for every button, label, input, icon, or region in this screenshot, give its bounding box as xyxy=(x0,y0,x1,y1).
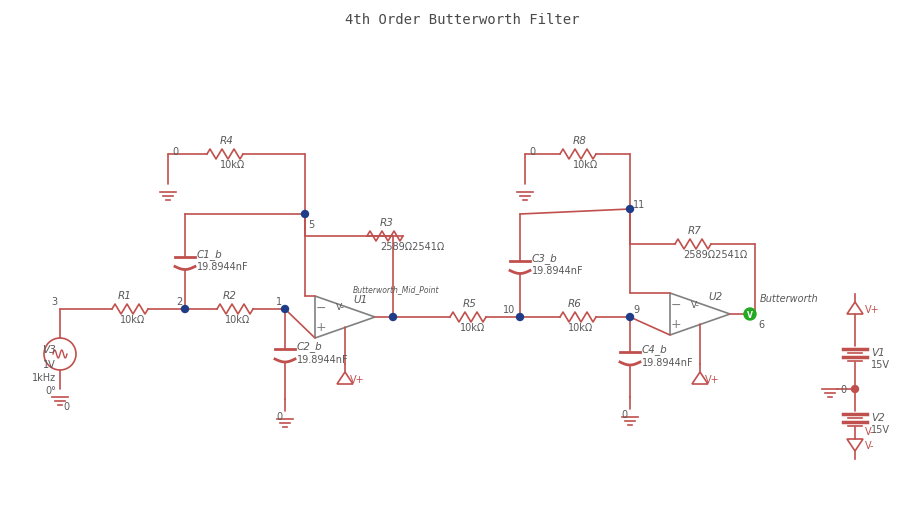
Text: Butterworth: Butterworth xyxy=(760,293,819,303)
Text: V3: V3 xyxy=(43,344,56,354)
Circle shape xyxy=(626,314,634,321)
Text: 15V: 15V xyxy=(871,359,890,369)
Text: V: V xyxy=(748,310,753,319)
Text: R4: R4 xyxy=(220,136,234,146)
Text: 10kΩ: 10kΩ xyxy=(120,315,145,324)
Text: 10kΩ: 10kΩ xyxy=(568,322,593,332)
Circle shape xyxy=(301,211,309,218)
Text: V-: V- xyxy=(865,440,874,450)
Text: 0: 0 xyxy=(172,147,178,157)
Text: 11: 11 xyxy=(633,200,645,210)
Text: 9: 9 xyxy=(633,304,639,315)
Text: −: − xyxy=(316,301,326,314)
Text: V+: V+ xyxy=(705,374,720,384)
Text: C4_b: C4_b xyxy=(642,344,668,355)
Text: 0: 0 xyxy=(276,411,282,421)
Text: R7: R7 xyxy=(688,225,702,236)
Circle shape xyxy=(390,314,396,321)
Text: R2: R2 xyxy=(223,291,237,300)
Text: C1_b: C1_b xyxy=(197,248,223,260)
Circle shape xyxy=(282,306,288,313)
Text: C2_b: C2_b xyxy=(297,341,322,352)
Text: V1: V1 xyxy=(871,347,885,357)
Text: 19.8944nF: 19.8944nF xyxy=(532,266,584,276)
Text: 1V: 1V xyxy=(43,359,56,369)
Circle shape xyxy=(517,314,524,321)
Text: R5: R5 xyxy=(463,298,477,308)
Text: C3_b: C3_b xyxy=(532,252,558,264)
Text: R3: R3 xyxy=(380,217,394,228)
Text: R1: R1 xyxy=(118,291,132,300)
Text: 10kΩ: 10kΩ xyxy=(225,315,250,324)
Text: 1kHz: 1kHz xyxy=(31,372,56,382)
Text: 10kΩ: 10kΩ xyxy=(573,160,598,169)
Circle shape xyxy=(744,308,756,320)
Circle shape xyxy=(181,306,188,313)
Text: V-: V- xyxy=(690,300,699,309)
Text: +: + xyxy=(671,318,681,331)
Text: 0: 0 xyxy=(621,409,627,419)
Text: 2: 2 xyxy=(176,296,182,306)
Text: V+: V+ xyxy=(350,374,365,384)
Circle shape xyxy=(626,206,634,213)
Text: 10kΩ: 10kΩ xyxy=(460,322,485,332)
Text: 0: 0 xyxy=(63,401,69,411)
Text: 6: 6 xyxy=(758,319,764,329)
Text: V+: V+ xyxy=(865,304,880,315)
Text: V-: V- xyxy=(335,303,345,312)
Text: V-: V- xyxy=(865,426,874,436)
Text: R8: R8 xyxy=(573,136,587,146)
Text: 0°: 0° xyxy=(45,385,56,395)
Circle shape xyxy=(852,386,858,393)
Text: 0: 0 xyxy=(529,147,535,157)
Text: 19.8944nF: 19.8944nF xyxy=(297,354,348,364)
Text: 0: 0 xyxy=(841,384,847,394)
Text: V2: V2 xyxy=(871,412,885,422)
Text: 5: 5 xyxy=(308,219,314,230)
Text: 10kΩ: 10kΩ xyxy=(220,160,245,169)
Text: U1: U1 xyxy=(353,294,367,304)
Text: 10: 10 xyxy=(503,304,515,315)
Text: −: − xyxy=(671,298,681,311)
Text: 2589Ω2541Ω: 2589Ω2541Ω xyxy=(683,249,748,260)
Text: 4th Order Butterworth Filter: 4th Order Butterworth Filter xyxy=(345,13,579,27)
Text: 19.8944nF: 19.8944nF xyxy=(642,357,694,367)
Text: U2: U2 xyxy=(708,292,723,301)
Text: 1: 1 xyxy=(276,296,282,306)
Text: Butterworth_Mid_Point: Butterworth_Mid_Point xyxy=(353,285,440,294)
Text: 2589Ω2541Ω: 2589Ω2541Ω xyxy=(380,242,444,251)
Text: 15V: 15V xyxy=(871,424,890,434)
Text: +: + xyxy=(316,321,326,334)
Text: 3: 3 xyxy=(51,296,57,306)
Text: 19.8944nF: 19.8944nF xyxy=(197,262,249,272)
Text: R6: R6 xyxy=(568,298,582,308)
